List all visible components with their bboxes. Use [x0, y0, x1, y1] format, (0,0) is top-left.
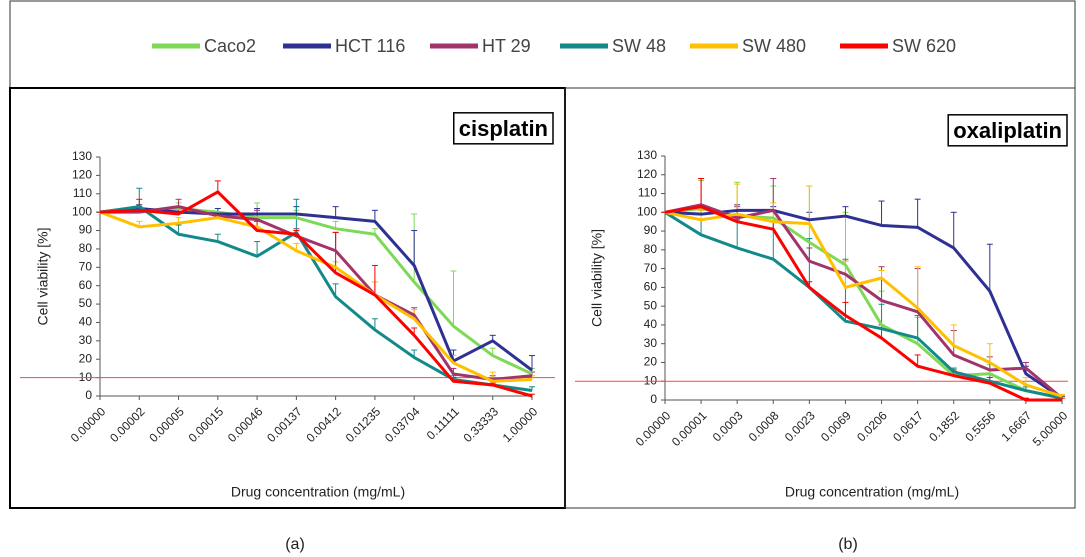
legend-label: Caco2	[204, 36, 256, 56]
series-line	[664, 205, 1062, 402]
x-tick-label: 0.00000	[633, 408, 674, 449]
y-tick-label: 0	[85, 388, 92, 402]
x-tick-label: 0.00015	[186, 404, 227, 445]
legend-label: SW 480	[742, 36, 806, 56]
y-tick-label: 120	[637, 167, 657, 181]
x-tick-label: 0.00046	[225, 404, 266, 445]
series-line	[664, 208, 1063, 400]
series-line	[99, 210, 533, 383]
x-tick-label: 0.0023	[782, 408, 818, 444]
y-tick-label: 50	[79, 296, 93, 310]
x-axis-label: Drug concentration (mg/mL)	[785, 484, 959, 500]
x-tick-label: 0.01235	[343, 404, 384, 445]
chart-title: oxaliplatin	[953, 118, 1062, 143]
y-tick-label: 20	[644, 355, 658, 369]
y-tick-label: 80	[79, 241, 93, 255]
y-tick-label: 0	[650, 392, 657, 406]
x-tick-label: 0.00001	[669, 408, 710, 449]
series-line	[99, 190, 533, 398]
x-tick-label: 0.00412	[303, 404, 344, 445]
legend: Caco2 HCT 116 HT 29 SW 48 SW 480 SW 620	[152, 36, 956, 56]
x-tick-label: 0.0008	[746, 408, 782, 444]
x-tick-label: 0.5556	[962, 408, 998, 444]
x-tick-label: 5.00000	[1030, 408, 1071, 449]
chart-title: cisplatin	[459, 116, 548, 141]
y-tick-label: 30	[644, 336, 658, 350]
series-line	[664, 211, 1063, 400]
legend-label: HCT 116	[335, 36, 405, 56]
y-tick-label: 60	[644, 280, 658, 294]
y-tick-label: 50	[644, 298, 658, 312]
legend-label: HT 29	[482, 36, 531, 56]
x-tick-label: 0.03704	[382, 404, 423, 445]
legend-label: SW 620	[892, 36, 956, 56]
series-line	[100, 205, 533, 381]
y-tick-label: 90	[644, 223, 658, 237]
x-tick-label: 1.00000	[500, 404, 541, 445]
y-tick-label: 80	[644, 242, 658, 256]
panel-b-box	[564, 87, 1076, 509]
y-tick-label: 40	[79, 315, 93, 329]
panel-label: (a)	[285, 536, 305, 553]
y-tick-label: 10	[644, 373, 658, 387]
x-tick-label: 0.0069	[818, 408, 854, 444]
y-tick-label: 110	[73, 186, 92, 200]
title-box	[453, 112, 554, 145]
x-tick-label: 0.00137	[264, 404, 305, 445]
y-tick-label: 70	[644, 261, 658, 275]
legend-label: SW 48	[612, 36, 666, 56]
y-tick-label: 120	[72, 168, 92, 182]
x-axis-label: Drug concentration (mg/mL)	[231, 484, 405, 500]
series-line	[99, 206, 533, 372]
title-box	[947, 114, 1068, 147]
x-tick-label: 0.0206	[854, 408, 890, 444]
y-tick-label: 70	[79, 259, 93, 273]
y-tick-label: 60	[79, 278, 93, 292]
x-tick-label: 0.00000	[68, 404, 109, 445]
x-tick-label: 0.00005	[146, 404, 187, 445]
y-tick-label: 20	[79, 351, 93, 365]
y-axis-label: Cell viability [%]	[35, 227, 51, 325]
y-tick-label: 130	[637, 148, 657, 162]
y-tick-label: 90	[79, 223, 93, 237]
y-tick-label: 110	[638, 186, 657, 200]
series-line	[664, 210, 1063, 398]
y-tick-label: 30	[79, 333, 93, 347]
y-tick-label: 10	[79, 370, 93, 384]
y-axis-label: Cell viability [%]	[589, 229, 605, 327]
y-tick-label: 40	[644, 317, 658, 331]
x-tick-label: 0.0617	[890, 408, 926, 444]
x-tick-label: 0.33333	[461, 404, 502, 445]
series-line	[99, 205, 533, 392]
series-line	[99, 206, 533, 376]
panel-a-box	[9, 87, 566, 509]
x-tick-label: 0.11111	[424, 404, 462, 442]
x-tick-label: 0.00002	[107, 404, 148, 445]
panel-label: (b)	[838, 536, 858, 553]
x-tick-label: 0.0003	[710, 408, 746, 444]
y-tick-label: 100	[72, 204, 92, 218]
y-tick-label: 130	[72, 149, 92, 163]
y-tick-label: 100	[637, 204, 657, 218]
x-tick-label: 0.1852	[926, 408, 962, 444]
